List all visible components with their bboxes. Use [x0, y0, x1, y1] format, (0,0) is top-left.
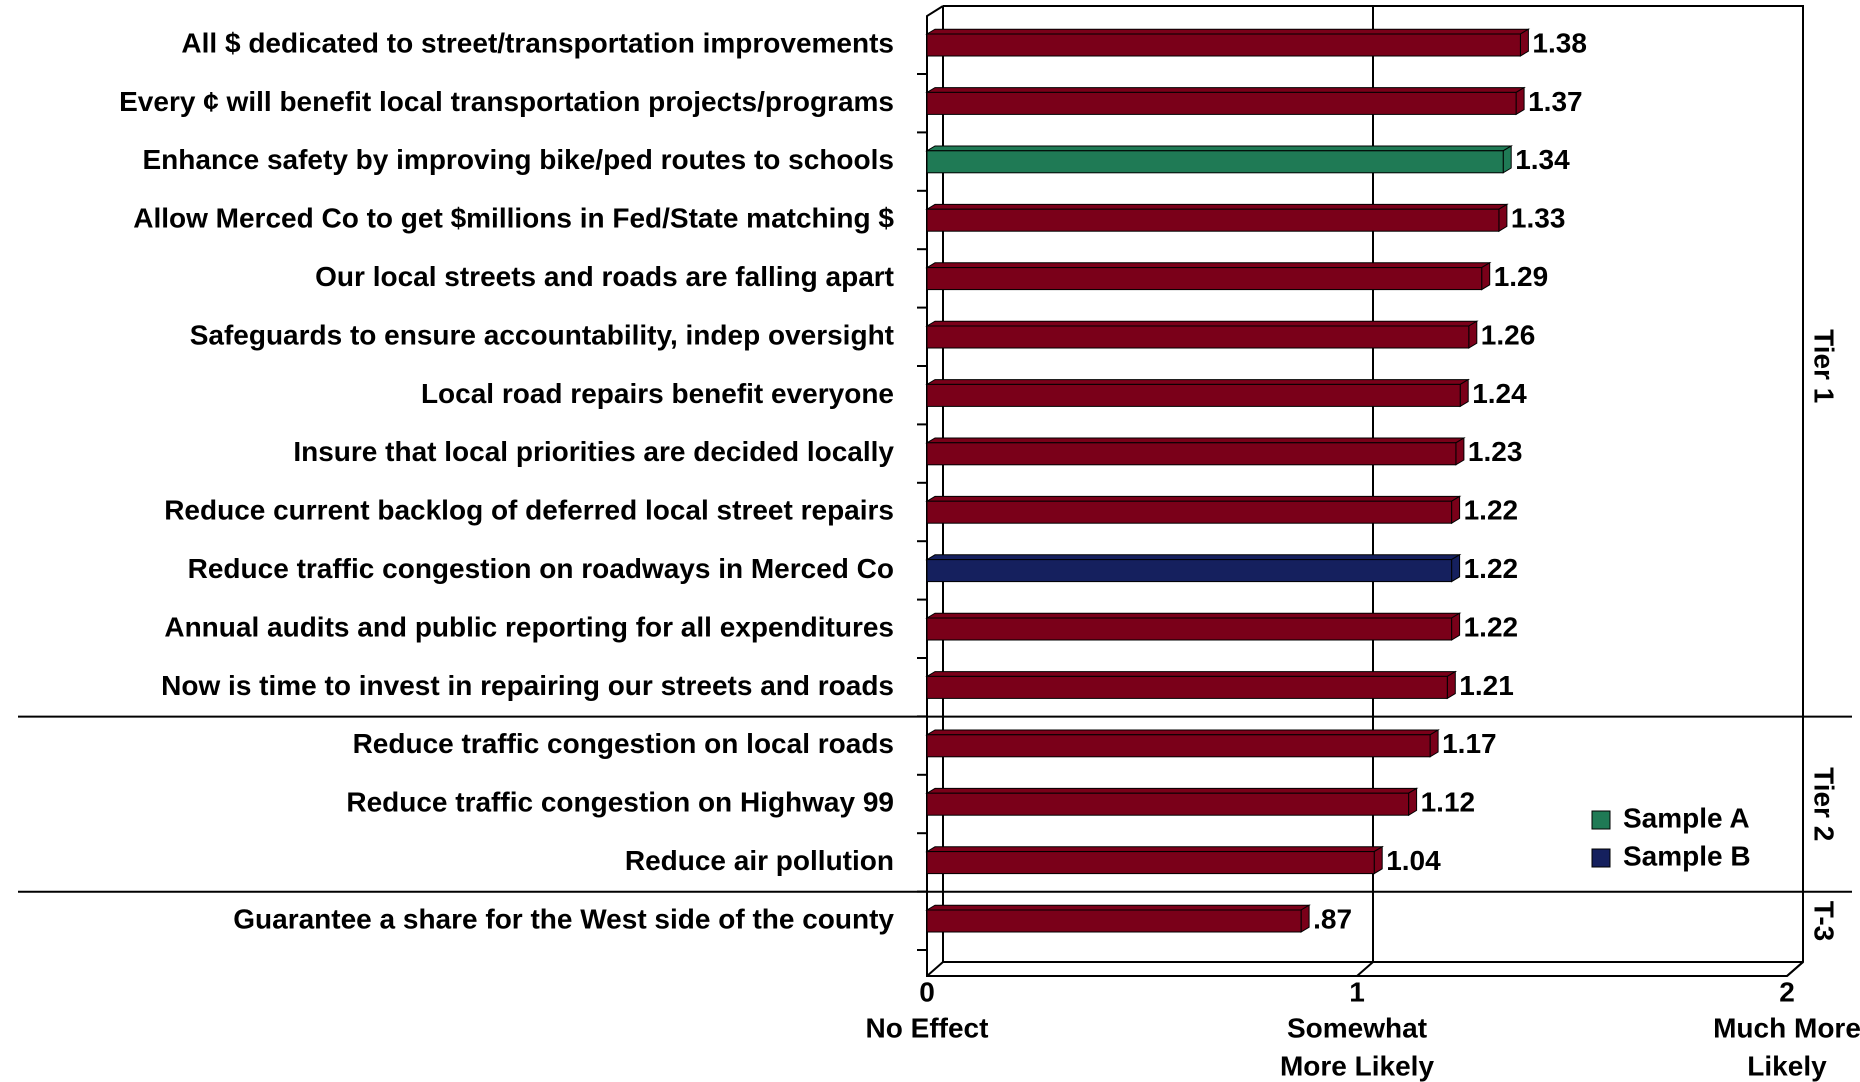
category-label: Reduce traffic congestion on roadways in…	[188, 553, 894, 584]
bar	[926, 267, 1483, 291]
category-label: Every ¢ will benefit local transportatio…	[119, 86, 894, 117]
group-label: Tier 2	[1809, 767, 1840, 841]
category-label: All $ dedicated to street/transportation…	[181, 27, 894, 58]
category-label: Insure that local priorities are decided…	[293, 436, 894, 467]
bar-top	[925, 787, 1419, 794]
value-label: 1.22	[1464, 553, 1519, 584]
bar-side	[1502, 145, 1512, 174]
group-label: Tier 1	[1809, 329, 1840, 403]
category-label: Our local streets and roads are falling …	[315, 261, 894, 292]
floor-tick	[1786, 961, 1804, 977]
bar-top	[925, 203, 1509, 210]
bar	[926, 617, 1453, 641]
category-label: Allow Merced Co to get $millions in Fed/…	[133, 203, 894, 234]
value-label: 1.29	[1494, 261, 1549, 292]
bar-top	[925, 904, 1311, 911]
value-label: 1.21	[1459, 670, 1514, 701]
floor-tick	[1356, 961, 1374, 977]
x-tick-caption: No Effect	[866, 1012, 989, 1043]
value-label: 1.24	[1472, 378, 1527, 409]
x-tick-caption: Much More	[1713, 1012, 1860, 1043]
bar-side	[1446, 670, 1456, 700]
x-tick-label: 0	[919, 976, 935, 1007]
legend-label: Sample A	[1623, 802, 1750, 833]
category-label: Reduce current backlog of deferred local…	[164, 495, 894, 526]
bar	[926, 734, 1431, 758]
category-label: Guarantee a share for the West side of t…	[233, 903, 894, 934]
value-label: 1.38	[1532, 27, 1587, 58]
group-label: T-3	[1809, 901, 1840, 941]
bar	[926, 33, 1521, 57]
x-tick-label: 1	[1349, 976, 1365, 1007]
x-tick-caption: More Likely	[1280, 1050, 1434, 1081]
bar-top	[925, 320, 1479, 327]
bar-side	[1451, 612, 1461, 641]
category-label: Annual audits and public reporting for a…	[164, 611, 894, 642]
value-label: .87	[1313, 903, 1352, 934]
bar-top	[925, 846, 1385, 853]
bar-side	[1468, 320, 1478, 349]
bar	[926, 208, 1500, 232]
category-label: Enhance safety by improving bike/ped rou…	[142, 144, 894, 175]
floor-tick	[926, 961, 944, 977]
bar-side	[1451, 495, 1461, 525]
bar-top	[925, 87, 1526, 93]
bar-side	[1498, 203, 1508, 233]
value-label: 1.23	[1468, 436, 1523, 467]
bar	[926, 383, 1461, 407]
bar-side	[1455, 437, 1465, 466]
bar-top	[925, 379, 1471, 385]
category-label: Now is time to invest in repairing our s…	[161, 670, 894, 701]
value-label: 1.22	[1464, 611, 1519, 642]
category-label: Reduce traffic congestion on local roads	[353, 728, 894, 759]
bar	[926, 500, 1453, 524]
bar-top	[925, 437, 1466, 444]
bar-side	[1451, 553, 1461, 583]
bar-side	[1429, 729, 1439, 758]
bar	[926, 675, 1448, 699]
category-label: Safeguards to ensure accountability, ind…	[190, 319, 894, 350]
value-label: 1.26	[1481, 319, 1536, 350]
value-label: 1.12	[1421, 787, 1476, 818]
value-label: 1.33	[1511, 203, 1566, 234]
value-label: 1.17	[1442, 728, 1497, 759]
bar-top	[925, 28, 1531, 35]
bar-side	[1459, 378, 1469, 408]
bar	[926, 909, 1302, 933]
bar-side	[1515, 86, 1525, 116]
bar-top	[925, 612, 1462, 619]
bar	[926, 442, 1457, 466]
bar-side	[1300, 904, 1310, 933]
category-label: Reduce air pollution	[625, 845, 894, 876]
bar-side	[1373, 845, 1383, 875]
value-label: 1.22	[1464, 495, 1519, 526]
bar-top	[925, 729, 1440, 736]
bar	[926, 851, 1375, 875]
bar	[926, 325, 1470, 349]
x-tick-caption: Somewhat	[1287, 1012, 1427, 1043]
value-label: 1.34	[1515, 144, 1570, 175]
x-tick-label: 2	[1779, 976, 1795, 1007]
bar-top	[925, 554, 1462, 561]
bar	[926, 91, 1517, 115]
value-label: 1.04	[1386, 845, 1441, 876]
category-label: Local road repairs benefit everyone	[421, 378, 894, 409]
legend-swatch	[1591, 810, 1611, 830]
legend-swatch	[1591, 848, 1611, 868]
bar	[926, 559, 1453, 583]
bar-top	[925, 495, 1462, 502]
bar-side	[1481, 261, 1491, 291]
bar-side	[1408, 787, 1418, 817]
bar	[926, 150, 1504, 174]
x-tick-caption: Likely	[1747, 1050, 1827, 1081]
bar-top	[925, 145, 1514, 152]
category-label: Reduce traffic congestion on Highway 99	[346, 787, 894, 818]
bar-side	[1519, 28, 1529, 57]
bar-top	[925, 671, 1458, 677]
legend-label: Sample B	[1623, 840, 1751, 871]
bar	[926, 792, 1410, 816]
bar-top	[925, 262, 1492, 269]
value-label: 1.37	[1528, 86, 1583, 117]
